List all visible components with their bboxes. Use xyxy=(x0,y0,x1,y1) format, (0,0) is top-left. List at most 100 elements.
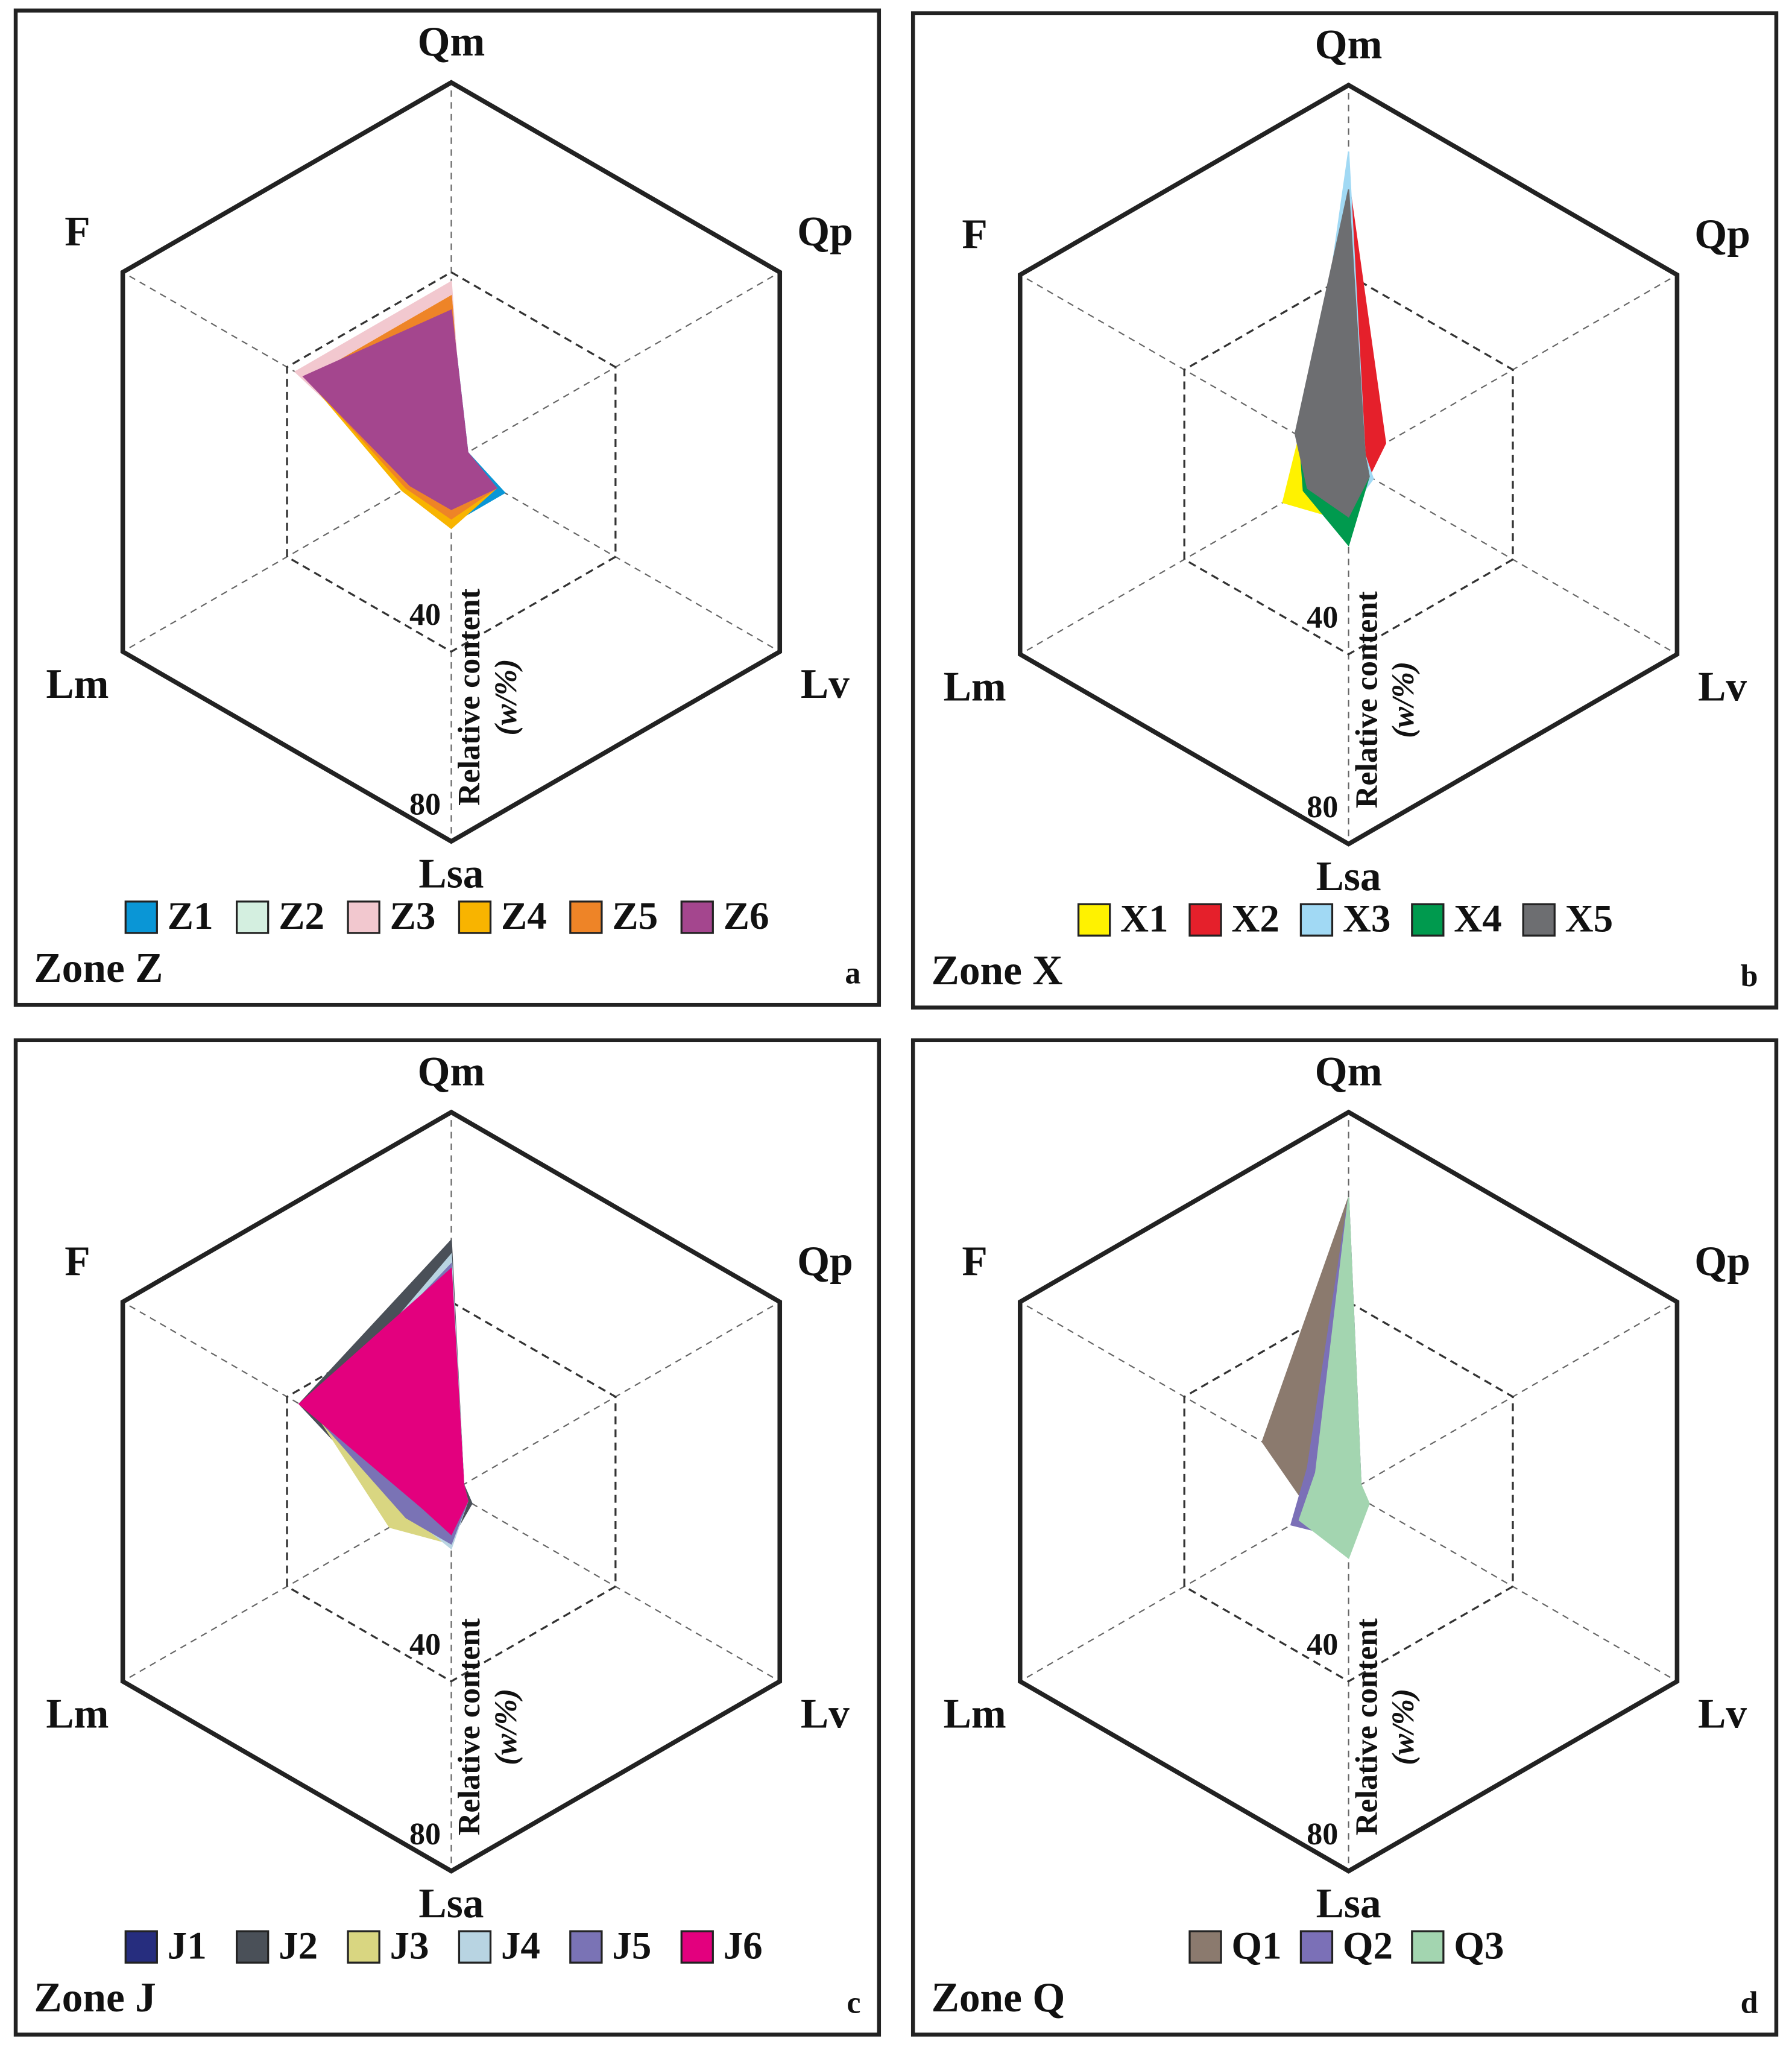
legend-swatch xyxy=(569,900,603,934)
panel-frame xyxy=(910,11,1779,1010)
axis-label: Lv xyxy=(801,1691,850,1737)
legend-swatch xyxy=(1188,1930,1222,1964)
tick-label: 40 xyxy=(1307,1627,1338,1662)
axis-label: Qm xyxy=(418,19,485,65)
grid-ring xyxy=(1183,1300,1514,1683)
legend-label: J1 xyxy=(168,1924,207,1967)
axis-label: Lv xyxy=(801,661,850,707)
tick-label: 40 xyxy=(409,1627,441,1662)
series-area xyxy=(302,309,498,510)
axis-label: Qm xyxy=(1315,21,1383,68)
panel-frame xyxy=(910,1038,1779,2037)
legend-swatch xyxy=(1299,1930,1334,1964)
legend-label: Q3 xyxy=(1454,1924,1504,1967)
axis-unit: (w/%) xyxy=(1386,662,1421,738)
axis-label: Qm xyxy=(418,1048,485,1095)
axis-title: Relative content xyxy=(1349,591,1384,809)
axis-label: Lv xyxy=(1698,663,1747,710)
legend-label: J3 xyxy=(390,1924,429,1967)
legend-swatch xyxy=(1522,903,1556,937)
axis-title: Relative content xyxy=(1349,1618,1384,1836)
legend-swatch xyxy=(347,900,380,934)
zone-title: Zone J xyxy=(34,1975,156,2021)
legend-swatch xyxy=(1077,903,1111,937)
zone-title: Zone X xyxy=(932,947,1063,994)
panel-frame xyxy=(13,8,882,1007)
legend-label: X4 xyxy=(1454,897,1502,940)
legend-label: J5 xyxy=(612,1924,651,1967)
legend-label: Q1 xyxy=(1231,1924,1281,1967)
axis-label: Lsa xyxy=(1316,853,1381,900)
legend-swatch xyxy=(124,900,158,934)
series-area xyxy=(1298,1197,1370,1560)
axis-title-group: Relative content (w/%) xyxy=(452,1618,523,1836)
legend-swatch xyxy=(124,1930,158,1964)
legend-label: Z6 xyxy=(724,894,769,938)
legend-swatch xyxy=(236,1930,270,1964)
grid-ring xyxy=(286,271,617,653)
legend-label: X3 xyxy=(1343,897,1391,940)
axis-label: Lsa xyxy=(418,1881,484,1927)
legend-label: Z4 xyxy=(501,894,547,938)
legend-swatch xyxy=(569,1930,603,1964)
series-area xyxy=(1294,189,1370,518)
axis-label: Lm xyxy=(944,663,1006,710)
axis-unit: (w/%) xyxy=(489,1689,523,1765)
panel-label: d xyxy=(1741,1986,1758,2020)
axis-title-group: Relative content (w/%) xyxy=(1349,591,1421,809)
axis-label: F xyxy=(65,209,90,255)
axis-label: Lm xyxy=(46,1691,109,1737)
axis-label: Lsa xyxy=(418,851,484,897)
axis-unit: (w/%) xyxy=(1386,1689,1421,1765)
axis-title: Relative content xyxy=(452,1618,487,1836)
legend-swatch xyxy=(347,1930,380,1964)
legend-label: Q2 xyxy=(1343,1924,1393,1967)
tick-label: 40 xyxy=(1307,600,1338,634)
grid-ring xyxy=(1183,273,1514,656)
grid-ring xyxy=(120,1109,783,1874)
tick-label: 40 xyxy=(409,598,441,632)
legend-label: J4 xyxy=(501,1924,540,1967)
axis-label: Lm xyxy=(46,661,109,707)
series-area xyxy=(298,1267,469,1536)
panel-label: a xyxy=(845,956,860,990)
zone-title: Zone Q xyxy=(932,1975,1065,2021)
axis-title-group: Relative content (w/%) xyxy=(452,588,523,806)
axis-label: Lm xyxy=(944,1691,1006,1737)
legend-swatch xyxy=(458,900,492,934)
panel-label: b xyxy=(1741,959,1758,993)
axis-title-group: Relative content (w/%) xyxy=(1349,1618,1421,1836)
legend-label: Z3 xyxy=(390,894,435,938)
panel-frame xyxy=(13,1038,882,2037)
legend-label: Z2 xyxy=(279,894,324,938)
grid-ring xyxy=(286,1300,617,1683)
legend-swatch xyxy=(236,900,270,934)
panel: 40 80 Relative content (w/%) Qm Qp Lv Lsa Lm F X1 X… xyxy=(910,11,1779,1010)
legend-swatch xyxy=(1411,1930,1445,1964)
legend-swatch xyxy=(1299,903,1334,937)
axis-label: Lsa xyxy=(1316,1881,1381,1927)
zone-title: Zone Z xyxy=(34,945,163,992)
legend-label: X1 xyxy=(1120,897,1169,940)
legend-swatch xyxy=(1411,903,1445,937)
grid-ring xyxy=(1017,82,1680,847)
axis-label: Qp xyxy=(1694,211,1750,258)
panel: 40 80 Relative content (w/%) Qm Qp Lv Lsa Lm F J1 J… xyxy=(13,1038,882,2037)
legend-label: J2 xyxy=(279,1924,318,1967)
axis-label: Qm xyxy=(1315,1048,1383,1095)
legend-label: Z5 xyxy=(612,894,658,938)
legend-swatch xyxy=(458,1930,492,1964)
axis-label: Qp xyxy=(797,1238,853,1285)
legend-swatch xyxy=(680,1930,714,1964)
legend-label: J6 xyxy=(724,1924,763,1967)
legend-label: X5 xyxy=(1565,897,1614,940)
tick-label: 80 xyxy=(1307,790,1338,824)
legend-swatch xyxy=(1188,903,1222,937)
legend-swatch xyxy=(680,900,714,934)
axis-label: F xyxy=(962,1238,987,1285)
legend-label: Z1 xyxy=(168,894,213,938)
grid-ring xyxy=(1017,1109,1680,1874)
tick-label: 80 xyxy=(409,1817,441,1852)
